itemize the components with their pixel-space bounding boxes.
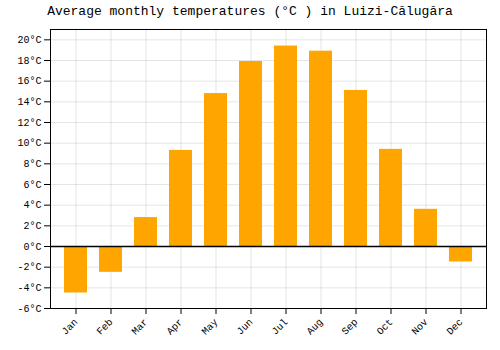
svg-text:Oct: Oct: [375, 317, 396, 338]
svg-text:Sep: Sep: [340, 317, 361, 338]
svg-text:12°C: 12°C: [17, 118, 41, 129]
svg-text:Apr: Apr: [165, 317, 186, 338]
svg-text:Jan: Jan: [60, 317, 81, 338]
svg-text:Mar: Mar: [130, 317, 151, 338]
svg-text:0°C: 0°C: [23, 242, 41, 253]
svg-text:Jun: Jun: [235, 317, 256, 338]
svg-text:Feb: Feb: [95, 317, 116, 338]
svg-text:-4°C: -4°C: [17, 283, 41, 294]
svg-text:8°C: 8°C: [23, 159, 41, 170]
svg-text:Aug: Aug: [305, 317, 326, 338]
svg-text:Jul: Jul: [270, 317, 291, 338]
svg-text:10°C: 10°C: [17, 138, 41, 149]
svg-text:18°C: 18°C: [17, 56, 41, 67]
svg-text:-2°C: -2°C: [17, 262, 41, 273]
svg-text:4°C: 4°C: [23, 200, 41, 211]
svg-text:16°C: 16°C: [17, 76, 41, 87]
html-text:Average monthly temperatures (: Average monthly temperatures (°C ) in Lu…: [47, 4, 453, 19]
svg-text:14°C: 14°C: [17, 97, 41, 108]
svg-text:Dec: Dec: [445, 317, 466, 338]
svg-text:May: May: [200, 317, 221, 338]
svg-text:Nov: Nov: [410, 317, 431, 338]
svg-text:6°C: 6°C: [23, 180, 41, 191]
svg-text:-6°C: -6°C: [17, 304, 41, 315]
svg-text:2°C: 2°C: [23, 221, 41, 232]
svg-text:20°C: 20°C: [17, 35, 41, 46]
